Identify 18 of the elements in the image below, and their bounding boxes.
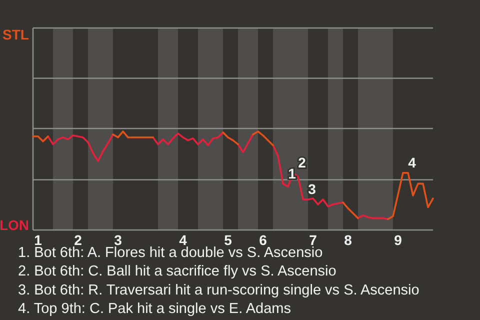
annotation: 2 [298,154,306,171]
x-tick-label: 5 [224,232,232,248]
x-tick-label: 1 [34,232,42,248]
x-tick-label: 8 [344,232,352,248]
x-tick-label: 6 [259,232,268,248]
x-tick-label: 2 [74,232,82,248]
x-tick-label: 4 [179,232,188,248]
text: STL [2,26,30,42]
text: 4. Top 9th: C. Pak hit a single vs E. Adams [18,301,291,318]
text: LON [0,217,29,233]
x-tick-label: 9 [394,232,402,248]
x-tick-label: 3 [114,232,122,248]
x-tick-label: 7 [309,232,318,248]
text: 1. Bot 6th: A. Flores hit a double vs S. Ascensio [18,245,323,261]
text: 2. Bot 6th: C. Ball hit a sacrifice fly vs S. Ascensio [18,264,336,280]
annotation: 4 [408,154,416,171]
annotation: 3 [308,181,316,198]
text: 3. Bot 6th: R. Traversari hit a run-scoring single vs S. Ascensio [18,282,420,298]
